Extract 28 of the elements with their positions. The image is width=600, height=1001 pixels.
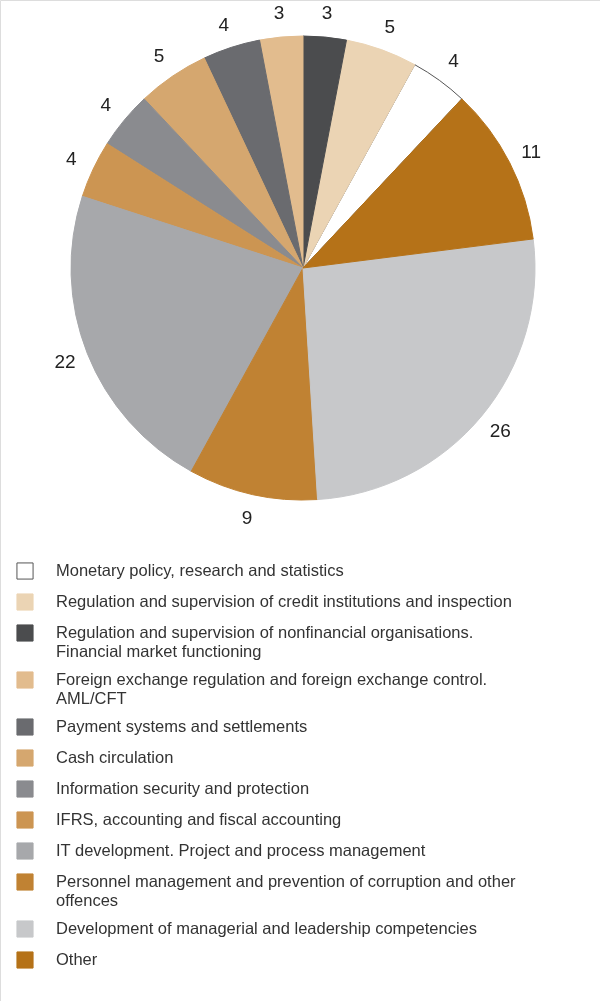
- pie-slice: [259, 35, 304, 269]
- legend-label: Cash circulation: [56, 748, 174, 766]
- legend-label: Information security and protection: [56, 779, 310, 797]
- pie-slice: [190, 267, 319, 501]
- data-label: 5: [153, 45, 165, 67]
- data-label: 22: [54, 351, 76, 373]
- pie-slice: [81, 143, 304, 269]
- legend-label: Development of managerial and leadership competencies: [56, 919, 477, 937]
- legend-label: Regulation and supervision of credit institutions and inspection: [56, 592, 512, 610]
- pie-slice: [302, 238, 536, 501]
- data-label: 4: [218, 13, 230, 35]
- data-label: 9: [241, 506, 253, 528]
- data-label: 3: [321, 2, 333, 24]
- legend-label: Regulation and supervision of nonfinancial organisations. Financial market functioning: [56, 623, 474, 660]
- legend-label: Payment systems and settlements: [56, 717, 308, 735]
- data-label: 4: [100, 93, 112, 115]
- legend-label: Personnel management and prevention of corruption and other offences: [56, 872, 517, 909]
- legend-label: IT development. Project and process management: [56, 841, 426, 859]
- legend-label: IFRS, accounting and fiscal accounting: [56, 810, 342, 828]
- legend-label: Other: [56, 950, 98, 968]
- data-label: 5: [384, 16, 396, 38]
- legend-label: Monetary policy, research and statistics: [56, 561, 344, 579]
- data-label: 26: [489, 420, 511, 442]
- data-label: 4: [66, 148, 78, 169]
- legend-label: Foreign exchange regulation and foreign exchange control. AML/CFT: [56, 670, 488, 707]
- data-label: 11: [521, 140, 541, 162]
- data-label: 4: [448, 49, 460, 71]
- data-label: 3: [273, 2, 285, 24]
